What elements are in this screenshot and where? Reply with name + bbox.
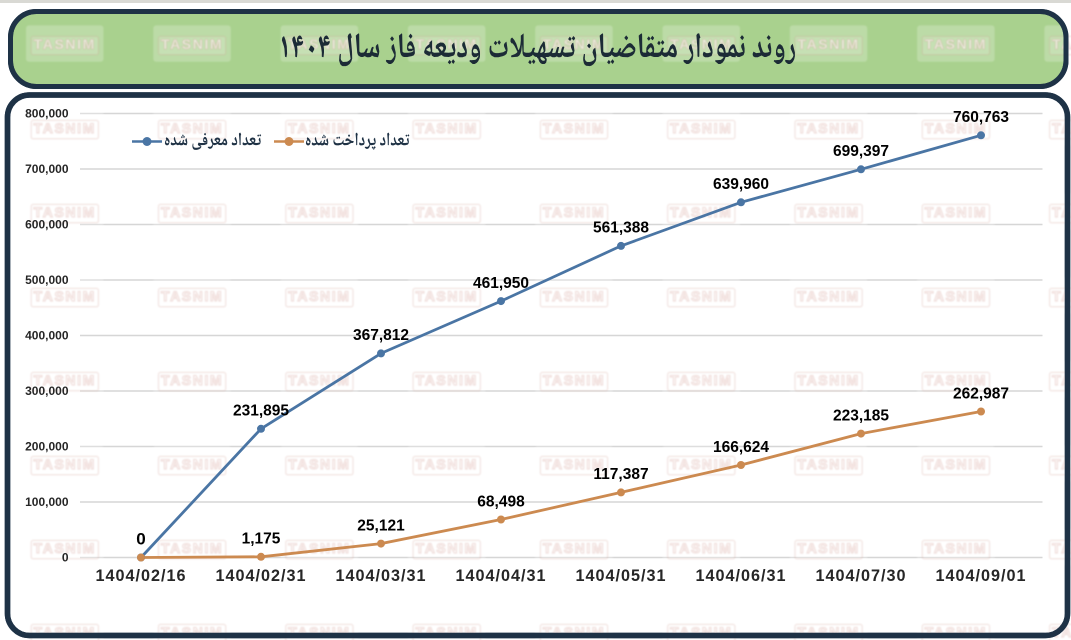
svg-text:699,397: 699,397 <box>833 143 889 160</box>
svg-text:TASNIM: TASNIM <box>543 372 605 388</box>
svg-text:500,000: 500,000 <box>25 273 69 287</box>
svg-text:TASNIM: TASNIM <box>416 204 478 220</box>
svg-text:TASNIM: TASNIM <box>670 540 732 556</box>
svg-text:TASNIM: TASNIM <box>34 540 96 556</box>
svg-text:TASNIM: TASNIM <box>288 120 350 136</box>
svg-text:TASNIM: TASNIM <box>416 120 478 136</box>
svg-text:TASNIM: TASNIM <box>797 540 859 556</box>
svg-text:400,000: 400,000 <box>25 329 69 343</box>
svg-text:TASNIM: TASNIM <box>925 372 987 388</box>
svg-text:TASNIM: TASNIM <box>161 204 223 220</box>
svg-text:300,000: 300,000 <box>25 384 69 398</box>
svg-text:TASNIM: TASNIM <box>288 36 350 52</box>
svg-text:TASNIM: TASNIM <box>34 120 96 136</box>
svg-text:TASNIM: TASNIM <box>925 120 987 136</box>
svg-text:117,387: 117,387 <box>593 466 648 483</box>
svg-text:TASNIM: TASNIM <box>670 120 732 136</box>
svg-text:TASNIM: TASNIM <box>34 372 96 388</box>
svg-text:0: 0 <box>62 551 69 565</box>
svg-text:TASNIM: TASNIM <box>161 288 223 304</box>
svg-text:TASNIM: TASNIM <box>161 456 223 472</box>
svg-text:0: 0 <box>136 529 145 548</box>
svg-text:1404/02/31: 1404/02/31 <box>215 567 306 585</box>
svg-text:TASNIM: TASNIM <box>416 540 478 556</box>
svg-text:TASNIM: TASNIM <box>34 36 96 52</box>
svg-text:TASNIM: TASNIM <box>670 36 732 52</box>
svg-text:25,121: 25,121 <box>357 517 405 534</box>
svg-text:1404/06/31: 1404/06/31 <box>695 567 786 585</box>
svg-text:TASNIM: TASNIM <box>797 36 859 52</box>
svg-text:1,175: 1,175 <box>242 531 281 548</box>
svg-text:TASNIM: TASNIM <box>670 372 732 388</box>
svg-text:231,895: 231,895 <box>233 403 289 420</box>
svg-text:TASNIM: TASNIM <box>416 456 478 472</box>
svg-text:TASNIM: TASNIM <box>925 36 987 52</box>
svg-text:600,000: 600,000 <box>25 218 69 232</box>
svg-text:TASNIM: TASNIM <box>161 120 223 136</box>
svg-text:TASNIM: TASNIM <box>543 288 605 304</box>
svg-text:TASNIM: TASNIM <box>416 372 478 388</box>
svg-text:TASNIM: TASNIM <box>670 456 732 472</box>
svg-text:639,960: 639,960 <box>713 176 769 193</box>
svg-text:1404/05/31: 1404/05/31 <box>575 567 666 585</box>
svg-text:561,388: 561,388 <box>593 220 649 237</box>
svg-text:1404/09/01: 1404/09/01 <box>935 567 1026 585</box>
svg-text:200,000: 200,000 <box>25 440 69 454</box>
svg-text:700,000: 700,000 <box>25 162 69 176</box>
svg-text:TASNIM: TASNIM <box>925 204 987 220</box>
svg-text:262,987: 262,987 <box>953 385 1009 402</box>
svg-text:TASNIM: TASNIM <box>34 204 96 220</box>
svg-text:TASNIM: TASNIM <box>288 456 350 472</box>
svg-text:TASNIM: TASNIM <box>925 288 987 304</box>
svg-text:TASNIM: TASNIM <box>543 204 605 220</box>
svg-text:461,950: 461,950 <box>473 275 529 292</box>
svg-text:TASNIM: TASNIM <box>797 288 859 304</box>
svg-text:TASNIM: TASNIM <box>925 456 987 472</box>
svg-text:TASNIM: TASNIM <box>34 456 96 472</box>
svg-text:TASNIM: TASNIM <box>543 540 605 556</box>
svg-text:TASNIM: TASNIM <box>543 120 605 136</box>
svg-text:TASNIM: TASNIM <box>670 204 732 220</box>
svg-text:TASNIM: TASNIM <box>288 372 350 388</box>
svg-text:TASNIM: TASNIM <box>416 288 478 304</box>
svg-text:TASNIM: TASNIM <box>161 372 223 388</box>
svg-text:TASNIM: TASNIM <box>288 288 350 304</box>
svg-text:800,000: 800,000 <box>25 107 69 121</box>
svg-text:1404/03/31: 1404/03/31 <box>335 567 426 585</box>
svg-text:TASNIM: TASNIM <box>797 372 859 388</box>
svg-text:TASNIM: TASNIM <box>670 288 732 304</box>
svg-text:TASNIM: TASNIM <box>925 540 987 556</box>
svg-text:100,000: 100,000 <box>25 495 69 509</box>
svg-text:223,185: 223,185 <box>833 407 889 424</box>
svg-text:TASNIM: TASNIM <box>797 204 859 220</box>
svg-text:1404/07/30: 1404/07/30 <box>815 567 906 585</box>
svg-text:68,498: 68,498 <box>477 493 525 510</box>
svg-text:TASNIM: TASNIM <box>161 36 223 52</box>
svg-text:TASNIM: TASNIM <box>288 204 350 220</box>
svg-text:TASNIM: TASNIM <box>161 540 223 556</box>
svg-text:1404/04/31: 1404/04/31 <box>455 567 546 585</box>
svg-text:367,812: 367,812 <box>353 327 409 344</box>
svg-text:166,624: 166,624 <box>713 439 769 456</box>
svg-text:1404/02/16: 1404/02/16 <box>95 567 186 585</box>
svg-text:TASNIM: TASNIM <box>797 120 859 136</box>
svg-text:TASNIM: TASNIM <box>34 288 96 304</box>
svg-text:TASNIM: TASNIM <box>543 456 605 472</box>
svg-text:760,763: 760,763 <box>953 109 1009 126</box>
svg-text:TASNIM: TASNIM <box>797 456 859 472</box>
